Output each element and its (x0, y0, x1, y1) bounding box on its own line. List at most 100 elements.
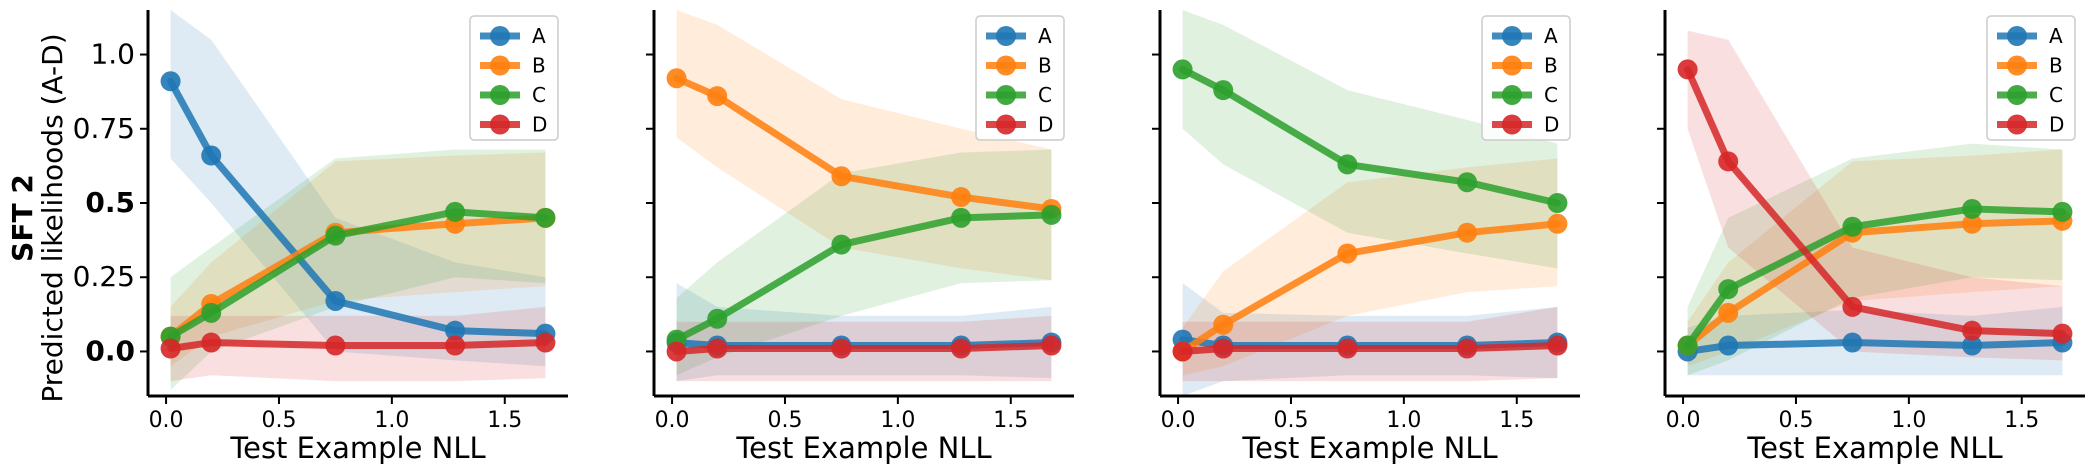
point-c-4 (535, 207, 556, 228)
point-a-1 (1718, 335, 1739, 356)
point-c-3 (1962, 198, 1983, 219)
x-axis-label: Test Example NLL (1746, 431, 2002, 465)
point-a-3 (445, 320, 466, 341)
legend-marker-c (2007, 85, 2027, 105)
legend-marker-d (2007, 114, 2027, 135)
legend-label-b: B (532, 54, 546, 78)
x-tick-label: 0.0 (149, 408, 184, 433)
x-tick-label: 1.5 (2004, 408, 2039, 433)
point-c-4 (1041, 204, 1062, 225)
x-tick-label: 0.0 (1161, 408, 1196, 433)
point-c-3 (951, 207, 972, 228)
legend-label-c: C (532, 83, 546, 107)
point-d-4 (535, 332, 556, 353)
legend-label-b: B (1038, 54, 1052, 78)
x-tick-label: 0.5 (261, 408, 296, 433)
y-axis-label: Predicted likelihoods (A-D) (36, 33, 69, 402)
point-d-4 (1547, 335, 1568, 356)
y-tick-label: 0.25 (73, 260, 135, 293)
legend-marker-b (996, 55, 1016, 76)
x-tick-label: 1.0 (1386, 408, 1421, 433)
point-b-3 (1962, 213, 1983, 234)
point-b-1 (1213, 314, 1234, 335)
point-c-0 (1172, 59, 1193, 80)
point-c-2 (831, 234, 852, 255)
legend-marker-b (2007, 55, 2027, 76)
legend-label-a: A (2049, 24, 2063, 48)
point-a-2 (325, 290, 346, 311)
legend-label-d: D (1544, 113, 1559, 137)
series-line-d (673, 342, 1055, 355)
x-tick-label: 0.5 (1778, 408, 1813, 433)
point-b-4 (1547, 213, 1568, 234)
x-tick-label: 1.0 (374, 408, 409, 433)
point-b-2 (831, 166, 852, 187)
legend-frame (1481, 15, 1571, 141)
x-axis-label: Test Example NLL (735, 431, 991, 465)
y-tick-label: 0.5 (85, 186, 135, 219)
point-c-2 (1842, 216, 1863, 237)
point-a-2 (1842, 332, 1863, 353)
legend-label-b: B (1544, 54, 1558, 78)
point-c-4 (1547, 193, 1568, 213)
legend-label-a: A (1038, 24, 1052, 48)
point-d-1 (1213, 338, 1234, 359)
point-b-3 (1457, 222, 1478, 243)
point-c-1 (1213, 80, 1234, 101)
x-tick-label: 1.5 (1499, 408, 1534, 433)
point-d-0 (160, 338, 181, 359)
legend-marker-a (996, 26, 1016, 46)
legend-label-c: C (2049, 83, 2063, 107)
legend-label-c: C (1544, 83, 1558, 107)
point-c-1 (201, 302, 222, 323)
point-b-1 (707, 86, 728, 107)
x-tick-label: 1.0 (1891, 408, 1926, 433)
legend-frame (1986, 15, 2076, 141)
point-a-3 (1962, 335, 1983, 356)
point-d-1 (707, 338, 728, 359)
point-c-2 (325, 225, 346, 246)
x-tick-label: 0.0 (1666, 408, 1701, 433)
legend-marker-a (490, 26, 510, 46)
band-c (1182, 10, 1558, 269)
legend-marker-b (490, 55, 510, 76)
point-d-3 (951, 338, 972, 359)
x-tick-label: 0.5 (1273, 408, 1308, 433)
point-d-4 (1041, 335, 1062, 356)
point-c-1 (1718, 279, 1739, 300)
legend-label-d: D (532, 113, 547, 137)
point-a-1 (201, 145, 222, 166)
y-tick-label: 1.0 (90, 38, 135, 71)
point-d-2 (831, 338, 852, 359)
legend-marker-c (490, 85, 510, 105)
point-d-3 (445, 335, 466, 356)
legend-marker-c (1502, 85, 1522, 105)
legend-frame (975, 15, 1065, 141)
legend-frame (469, 15, 559, 141)
x-axis-label: Test Example NLL (1241, 431, 1497, 465)
point-d-0 (666, 341, 687, 362)
legend-marker-c (996, 85, 1016, 105)
point-d-2 (1337, 338, 1358, 359)
point-d-3 (1962, 320, 1983, 341)
point-d-2 (1842, 296, 1863, 317)
band-a (170, 10, 546, 367)
legend-marker-d (996, 114, 1016, 135)
x-tick-label: 0.5 (767, 408, 802, 433)
series-line-d (1179, 342, 1561, 355)
point-c-1 (707, 308, 728, 329)
point-c-3 (1457, 172, 1478, 193)
point-b-3 (951, 187, 972, 208)
band-a (1182, 283, 1558, 396)
legend-marker-d (1502, 114, 1522, 135)
legend-marker-b (1502, 55, 1522, 76)
legend-label-b: B (2049, 54, 2063, 78)
legend-label-a: A (1544, 24, 1558, 48)
point-c-3 (445, 201, 466, 222)
